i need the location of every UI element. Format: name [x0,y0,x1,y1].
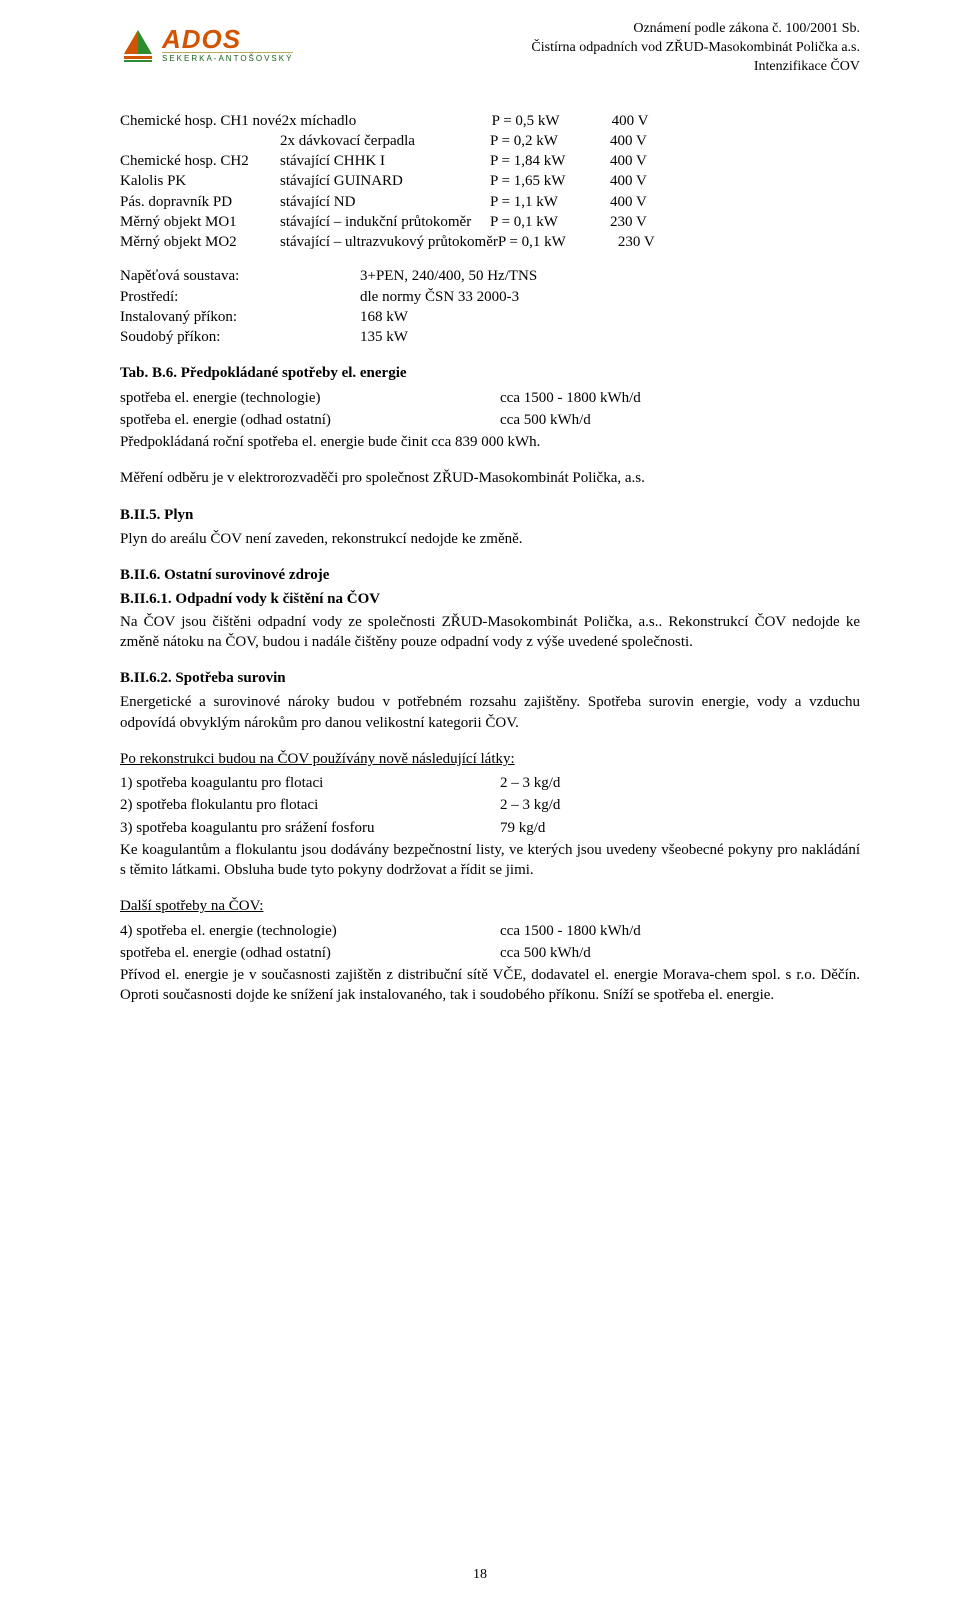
tab-b6-row: spotřeba el. energie (odhad ostatní)cca … [120,410,860,430]
cell: P = 1,65 kW [490,171,610,191]
cell: Měrný objekt MO1 [120,212,280,232]
after-reconstruction-intro: Po rekonstrukci budou na ČOV používány n… [120,749,860,769]
cell: Kalolis PK [120,171,280,191]
substance-row: 1) spotřeba koagulantu pro flotaci2 – 3 … [120,773,860,793]
header-line-1: Oznámení podle zákona č. 100/2001 Sb. [531,20,860,39]
cell: cca 1500 - 1800 kWh/d [500,921,860,941]
table-row: Měrný objekt MO2stávající – ultrazvukový… [120,232,860,252]
cell: 2 – 3 kg/d [500,773,860,793]
page-number: 18 [473,1566,487,1585]
section-b-ii-5-text: Plyn do areálu ČOV není zaveden, rekonst… [120,529,860,549]
cell: stávající GUINARD [280,171,490,191]
cell: cca 500 kWh/d [500,410,860,430]
table-row: Chemické hosp. CH1 nové2x míchadloP = 0,… [120,111,860,131]
cell: spotřeba el. energie (odhad ostatní) [120,410,500,430]
cell: stávající CHHK I [280,151,490,171]
table-row: Měrný objekt MO1stávající – indukční prů… [120,212,860,232]
cell: P = 0,1 kW [498,232,618,252]
kv-label: Soudobý příkon: [120,327,360,347]
header-right-block: Oznámení podle zákona č. 100/2001 Sb. Či… [531,20,860,77]
further-row: 4) spotřeba el. energie (technologie)cca… [120,921,860,941]
kv-value: 168 kW [360,307,860,327]
cell: cca 1500 - 1800 kWh/d [500,388,860,408]
table-row: Chemické hosp. CH2stávající CHHK IP = 1,… [120,151,860,171]
kv-value: dle normy ČSN 33 2000-3 [360,287,860,307]
logo: ADOS SEKERKA-ANTOŠOVSKÝ [120,20,293,68]
koagulant-note: Ke koagulantům a flokulantu jsou dodáván… [120,840,860,881]
cell: Chemické hosp. CH2 [120,151,280,171]
header-line-2: Čistírna odpadních vod ZŘUD-Masokombinát… [531,39,860,58]
kv-value: 135 kW [360,327,860,347]
section-b-ii-5-title: B.II.5. Plyn [120,505,860,525]
cell: 400 V [610,171,670,191]
substance-row: 2) spotřeba flokulantu pro flotaci2 – 3 … [120,795,860,815]
cell: 2x míchadlo [282,111,492,131]
kv-row: Napěťová soustava:3+PEN, 240/400, 50 Hz/… [120,266,860,286]
page-header: ADOS SEKERKA-ANTOŠOVSKÝ Oznámení podle z… [120,20,860,77]
cell: P = 0,1 kW [490,212,610,232]
supply-note: Přívod el. energie je v současnosti zaji… [120,965,860,1006]
cell: 400 V [612,111,672,131]
header-line-3: Intenzifikace ČOV [531,58,860,77]
cell: 400 V [610,151,670,171]
cell: Měrný objekt MO2 [120,232,280,252]
cell: stávající ND [280,192,490,212]
section-b-ii-6-2-text: Energetické a surovinové nároky budou v … [120,692,860,733]
cell: cca 500 kWh/d [500,943,860,963]
cell: 2) spotřeba flokulantu pro flotaci [120,795,500,815]
section-b-ii-6-2-title: B.II.6.2. Spotřeba surovin [120,668,860,688]
cell: P = 0,5 kW [492,111,612,131]
tab-b6-note: Předpokládaná roční spotřeba el. energie… [120,432,860,452]
kv-row: Soudobý příkon:135 kW [120,327,860,347]
cell: spotřeba el. energie (odhad ostatní) [120,943,500,963]
substance-row: 3) spotřeba koagulantu pro srážení fosfo… [120,818,860,838]
table-row: Kalolis PKstávající GUINARDP = 1,65 kW40… [120,171,860,191]
measurement-note: Měření odběru je v elektrorozvaděči pro … [120,468,860,488]
cell: P = 0,2 kW [490,131,610,151]
cell: 1) spotřeba koagulantu pro flotaci [120,773,500,793]
section-b-ii-6-title: B.II.6. Ostatní surovinové zdroje [120,565,860,585]
kv-label: Napěťová soustava: [120,266,360,286]
cell: 2x dávkovací čerpadla [280,131,490,151]
tab-b6-title: Tab. B.6. Předpokládané spotřeby el. ene… [120,363,860,383]
kv-label: Prostředí: [120,287,360,307]
cell: 230 V [618,232,678,252]
cell: 2 – 3 kg/d [500,795,860,815]
cell: 230 V [610,212,670,232]
cell: 79 kg/d [500,818,860,838]
logo-main-text: ADOS [162,26,293,52]
cell: spotřeba el. energie (technologie) [120,388,500,408]
cell: stávající – ultrazvukový průtokoměr [280,232,498,252]
tab-b6-row: spotřeba el. energie (technologie)cca 15… [120,388,860,408]
logo-sub-text: SEKERKA-ANTOŠOVSKÝ [162,52,293,65]
table-row: Pás. dopravník PDstávající NDP = 1,1 kW4… [120,192,860,212]
section-b-ii-6-1-text: Na ČOV jsou čištěni odpadní vody ze spol… [120,612,860,653]
cell: Chemické hosp. CH1 nové [120,111,282,131]
kv-value: 3+PEN, 240/400, 50 Hz/TNS [360,266,860,286]
cell: Pás. dopravník PD [120,192,280,212]
kv-label: Instalovaný příkon: [120,307,360,327]
further-intro: Další spotřeby na ČOV: [120,896,860,916]
cell [120,131,280,151]
cell: 4) spotřeba el. energie (technologie) [120,921,500,941]
cell: P = 1,84 kW [490,151,610,171]
logo-icon [120,26,156,68]
system-params: Napěťová soustava:3+PEN, 240/400, 50 Hz/… [120,266,860,347]
section-b-ii-6-1-title: B.II.6.1. Odpadní vody k čištění na ČOV [120,589,860,609]
kv-row: Prostředí:dle normy ČSN 33 2000-3 [120,287,860,307]
table-row: 2x dávkovací čerpadlaP = 0,2 kW400 V [120,131,860,151]
kv-row: Instalovaný příkon:168 kW [120,307,860,327]
cell: 3) spotřeba koagulantu pro srážení fosfo… [120,818,500,838]
cell: 400 V [610,192,670,212]
further-row: spotřeba el. energie (odhad ostatní)cca … [120,943,860,963]
cell: 400 V [610,131,670,151]
cell: P = 1,1 kW [490,192,610,212]
cell: stávající – indukční průtokoměr [280,212,490,232]
equipment-table: Chemické hosp. CH1 nové2x míchadloP = 0,… [120,111,860,253]
